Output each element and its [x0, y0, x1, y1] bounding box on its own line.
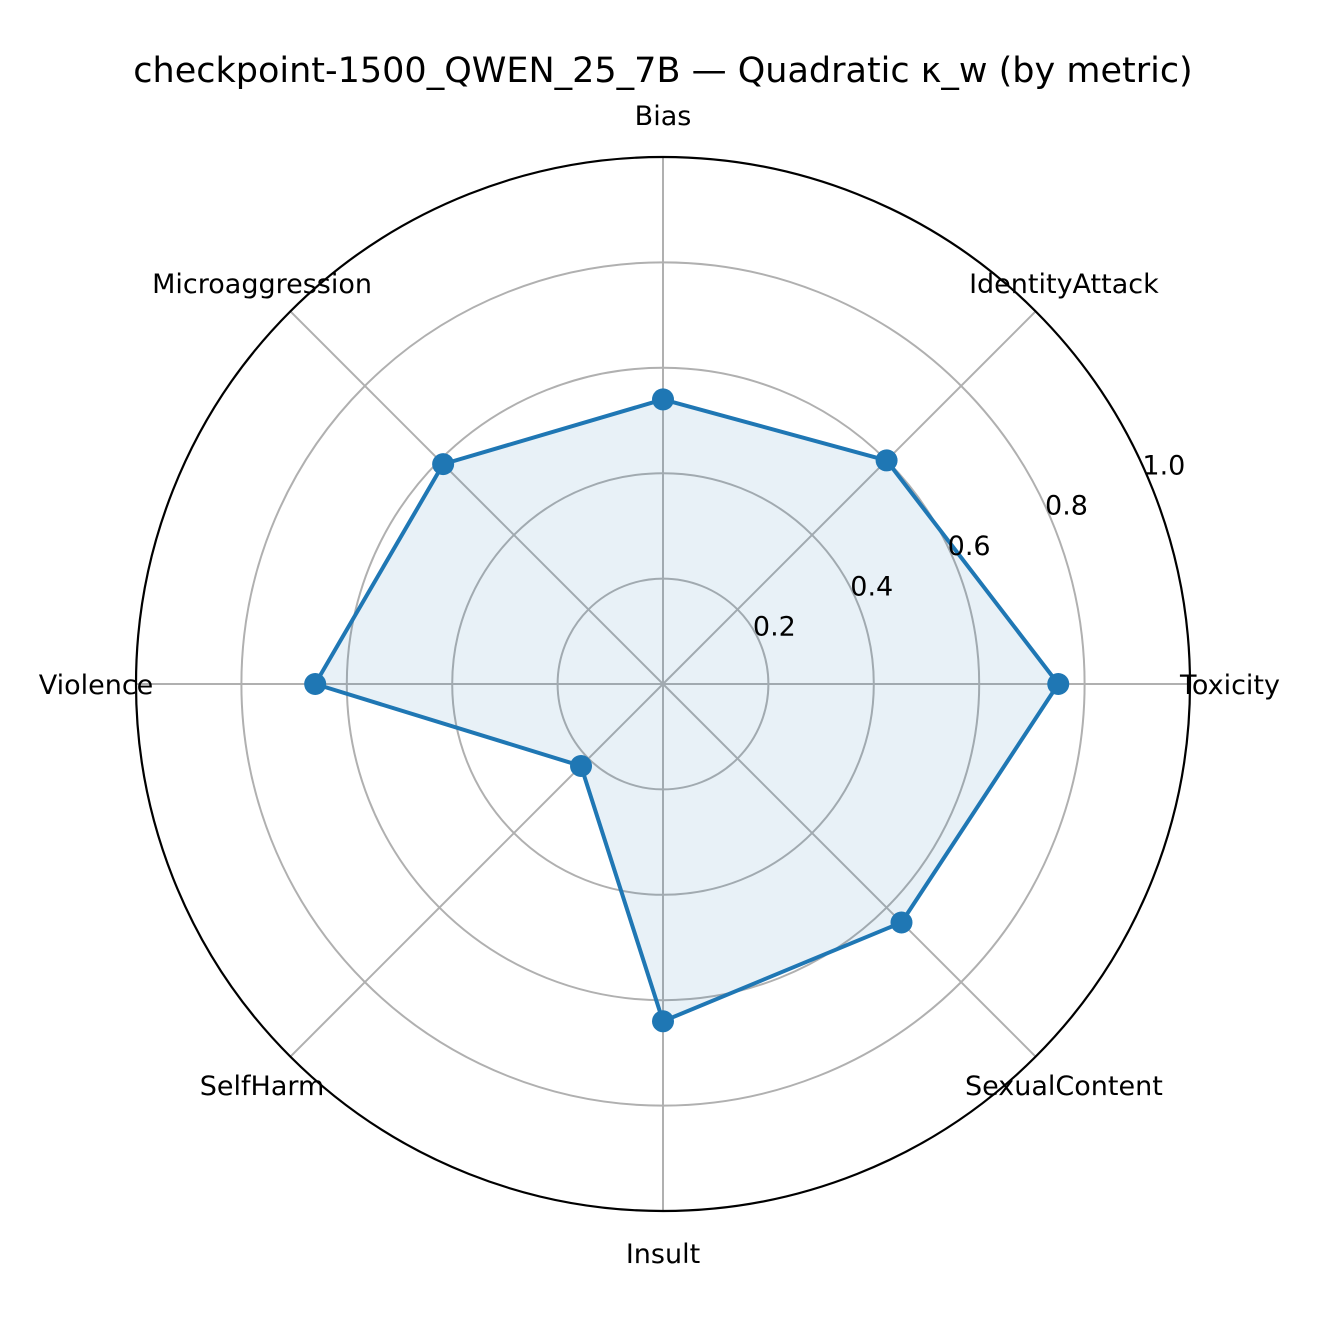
data-point-bias [652, 388, 674, 411]
category-label-microaggression: Microaggression [152, 269, 372, 300]
spoke-5 [289, 683, 664, 1058]
r-tick-label: 0.8 [1045, 491, 1088, 522]
r-tick-label: 1.0 [1142, 450, 1185, 481]
category-label-bias: Bias [635, 101, 692, 132]
category-label-selfharm: SelfHarm [200, 1071, 325, 1102]
category-label-violence: Violence [39, 670, 154, 701]
label-layer: 0.2 0.4 0.6 0.8 1.0 Toxicity IdentityAttack Bia… [39, 101, 1280, 1270]
r-tick-label: 0.4 [850, 571, 893, 602]
data-point-sexualcontent [890, 911, 913, 934]
data-layer [304, 388, 1070, 1033]
data-point-violence [304, 673, 327, 695]
data-point-microaggression [432, 453, 455, 476]
r-tick-label: 0.6 [948, 531, 991, 562]
r-tick-label: 0.2 [753, 612, 796, 643]
spoke-7 [662, 683, 1037, 1058]
data-point-insult [652, 1010, 674, 1033]
polar-frame [134, 155, 1192, 1213]
spoke-3 [289, 310, 664, 685]
data-point-identityattack [875, 449, 898, 472]
spoke-1 [662, 310, 1037, 685]
grid-layer [134, 155, 1192, 1213]
data-point-selfharm [570, 754, 593, 777]
category-label-toxicity: Toxicity [1179, 670, 1280, 701]
data-point-toxicity [1047, 673, 1070, 695]
category-label-insult: Insult [626, 1239, 700, 1270]
category-label-sexualcontent: SexualContent [965, 1071, 1163, 1102]
category-label-identityattack: IdentityAttack [969, 269, 1159, 300]
chart-title: checkpoint-1500_QWEN_25_7B — Quadratic κ… [133, 51, 1192, 91]
series-area [315, 399, 1059, 1022]
